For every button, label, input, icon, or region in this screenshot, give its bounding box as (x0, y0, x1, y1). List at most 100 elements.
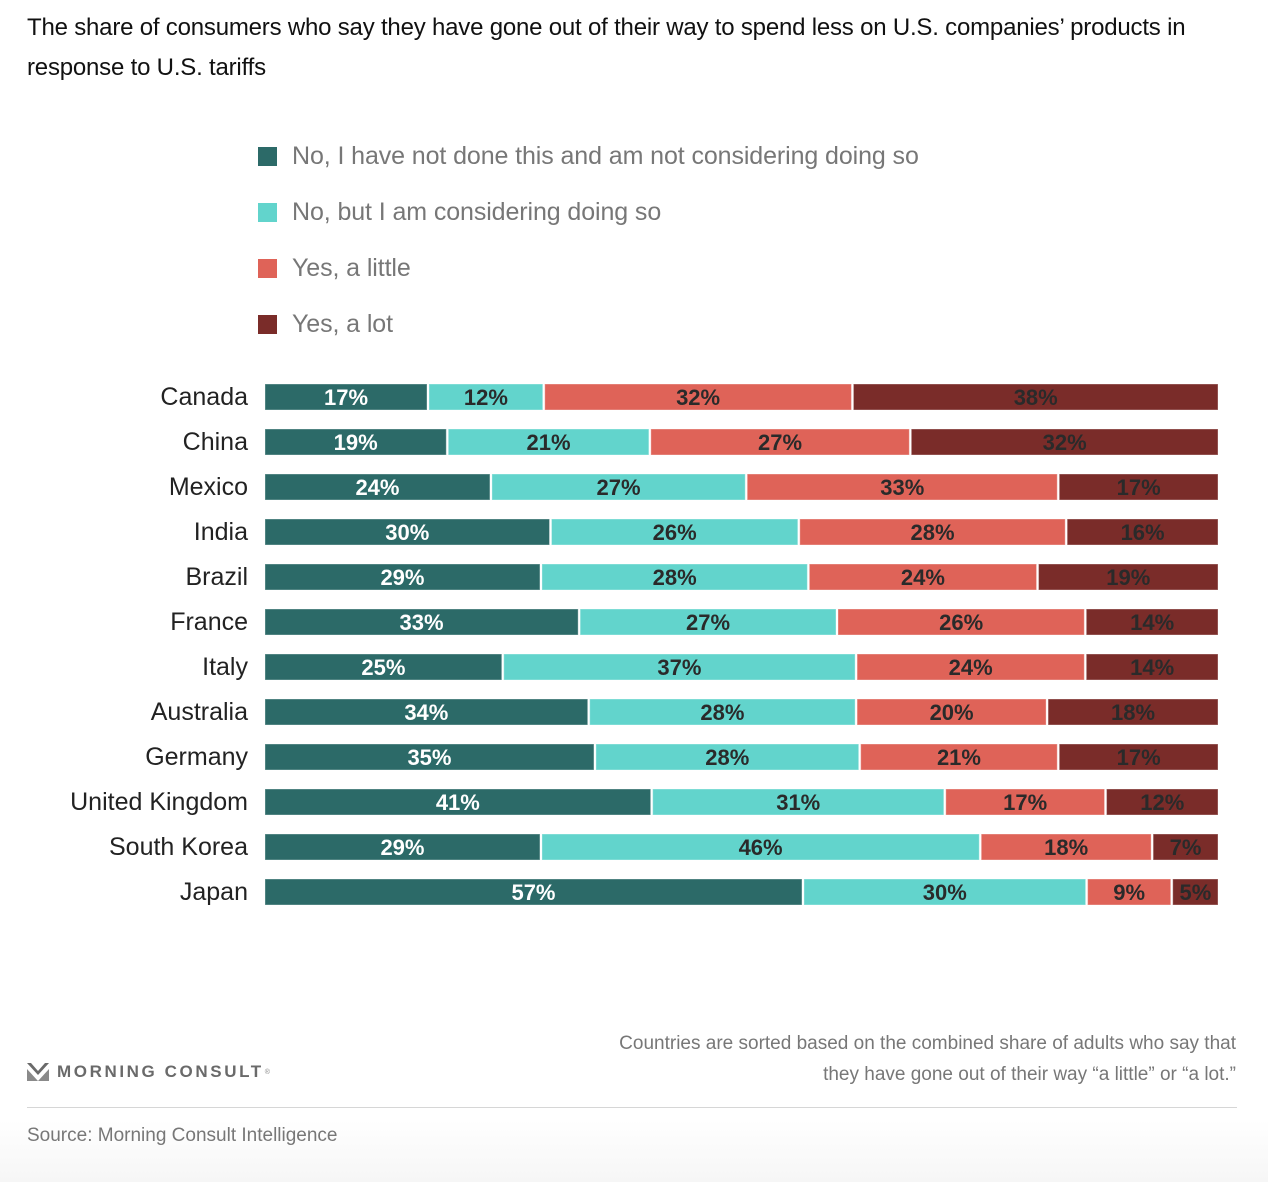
footnote-line-1: Countries are sorted based on the combin… (619, 1033, 1236, 1054)
bar-row-brazil: Brazil 29% 28% 24% 19% (185, 563, 1219, 591)
legend-swatch (258, 258, 277, 278)
footer-divider (27, 1107, 1237, 1108)
data-label: 31% (776, 790, 820, 815)
bar-segment-yes-a-lot (852, 383, 1219, 411)
data-label: 12% (464, 385, 508, 410)
legend-item-yes-lot: Yes, a lot (258, 296, 919, 352)
legend-item-not-considering: No, I have not done this and am not cons… (258, 128, 919, 184)
bar-segment-yes-a-lot (1047, 698, 1219, 726)
category-label: Japan (180, 878, 248, 906)
bar-segment-no-i-have-not-done-this-and-am-not-considering-doing-so (264, 563, 541, 591)
data-label: 27% (686, 610, 730, 635)
bar-segment-no-but-i-am-considering-doing-so (541, 563, 808, 591)
bar-segment-no-but-i-am-considering-doing-so (803, 878, 1087, 906)
data-label: 30% (385, 520, 429, 545)
bar-segment-no-but-i-am-considering-doing-so (595, 743, 860, 771)
bar-segment-no-i-have-not-done-this-and-am-not-considering-doing-so (264, 743, 595, 771)
bar-row-japan: Japan 57% 30% 9% 5% (180, 878, 1219, 906)
category-label: Australia (151, 698, 248, 726)
logo-text: MORNING CONSULT (57, 1062, 264, 1081)
footnote-line-2: they have gone out of their way “a littl… (823, 1064, 1236, 1085)
category-label: Germany (145, 743, 248, 771)
data-label: 28% (653, 565, 697, 590)
data-label: 27% (758, 430, 802, 455)
data-label: 32% (676, 385, 720, 410)
data-label: 17% (1003, 790, 1047, 815)
bar-row-south-korea: South Korea 29% 46% 18% 7% (109, 833, 1219, 861)
data-label: 38% (1014, 385, 1058, 410)
bar-segment-yes-a-lot (1172, 878, 1219, 906)
data-label: 33% (400, 610, 444, 635)
data-label: 24% (949, 655, 993, 680)
bar-segment-yes-a-little (860, 743, 1058, 771)
data-label: 57% (511, 880, 555, 905)
category-label: United Kingdom (70, 788, 248, 816)
bar-row-france: France 33% 27% 26% 14% (170, 608, 1219, 636)
bar-segment-no-but-i-am-considering-doing-so (503, 653, 856, 681)
bar-segment-no-i-have-not-done-this-and-am-not-considering-doing-so (264, 878, 803, 906)
data-label: 29% (380, 835, 424, 860)
source-note: Source: Morning Consult Intelligence (27, 1125, 338, 1146)
bar-segment-yes-a-little (856, 653, 1085, 681)
data-label: 18% (1044, 835, 1088, 860)
bar-segment-yes-a-little (799, 518, 1066, 546)
data-label: 7% (1170, 835, 1202, 860)
bar-segment-yes-a-lot (1058, 473, 1219, 501)
data-label: 29% (380, 565, 424, 590)
data-label: 26% (653, 520, 697, 545)
data-label: 24% (901, 565, 945, 590)
data-label: 28% (705, 745, 749, 770)
bar-segment-yes-a-lot (1066, 518, 1219, 546)
bar-segment-no-but-i-am-considering-doing-so (541, 833, 980, 861)
bar-segment-no-but-i-am-considering-doing-so (652, 788, 945, 816)
category-label: Mexico (169, 473, 248, 501)
bar-segment-yes-a-little (650, 428, 910, 456)
footnote: Countries are sorted based on the combin… (476, 1028, 1236, 1090)
data-label: 17% (1117, 475, 1161, 500)
bar-segment-no-but-i-am-considering-doing-so (491, 473, 746, 501)
morning-consult-logo: MORNING CONSULT ® (27, 1062, 270, 1082)
data-label: 14% (1130, 610, 1174, 635)
category-label: Italy (202, 653, 248, 681)
data-label: 28% (700, 700, 744, 725)
chart-title: The share of consumers who say they have… (27, 14, 1186, 81)
data-label: 12% (1140, 790, 1184, 815)
data-label: 18% (1111, 700, 1155, 725)
data-label: 25% (361, 655, 405, 680)
category-label: France (170, 608, 248, 636)
category-label: Canada (160, 383, 248, 411)
legend-swatch (258, 202, 277, 222)
stacked-bar-chart: Canada 17% 12% 32% 38% China 19% 21% 27% 32% Mexic… (70, 383, 1219, 906)
bar-segment-yes-a-lot (910, 428, 1219, 456)
data-label: 14% (1130, 655, 1174, 680)
bar-segment-yes-a-little (1087, 878, 1172, 906)
bar-row-united-kingdom: United Kingdom 41% 31% 17% 12% (70, 788, 1219, 816)
data-label: 9% (1113, 880, 1145, 905)
bar-segment-no-i-have-not-done-this-and-am-not-considering-doing-so (264, 428, 447, 456)
bar-row-china: China 19% 21% 27% 32% (183, 428, 1219, 456)
data-label: 41% (436, 790, 480, 815)
category-label: South Korea (109, 833, 248, 861)
category-label: China (183, 428, 248, 456)
data-label: 20% (930, 700, 974, 725)
data-label: 21% (937, 745, 981, 770)
category-label: Brazil (185, 563, 248, 591)
bar-segment-yes-a-lot (1106, 788, 1219, 816)
bar-row-canada: Canada 17% 12% 32% 38% (160, 383, 1219, 411)
data-label: 26% (939, 610, 983, 635)
bar-segment-no-but-i-am-considering-doing-so (447, 428, 650, 456)
bar-segment-yes-a-little (746, 473, 1058, 501)
legend-item-yes-little: Yes, a little (258, 240, 919, 296)
bar-segment-no-i-have-not-done-this-and-am-not-considering-doing-so (264, 383, 428, 411)
bar-row-italy: Italy 25% 37% 24% 14% (202, 653, 1219, 681)
bar-segment-no-i-have-not-done-this-and-am-not-considering-doing-so (264, 653, 503, 681)
bar-segment-yes-a-little (980, 833, 1152, 861)
logo-trademark: ® (264, 1068, 270, 1076)
data-label: 5% (1179, 880, 1211, 905)
legend-label: No, I have not done this and am not cons… (292, 141, 919, 170)
bar-segment-yes-a-lot (1152, 833, 1219, 861)
data-label: 17% (1117, 745, 1161, 770)
bar-segment-yes-a-lot (1085, 653, 1219, 681)
data-label: 35% (407, 745, 451, 770)
bar-row-mexico: Mexico 24% 27% 33% 17% (169, 473, 1219, 501)
